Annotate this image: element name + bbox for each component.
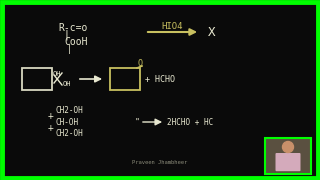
Circle shape	[283, 141, 293, 152]
FancyBboxPatch shape	[276, 153, 300, 171]
Text: CH2-OH: CH2-OH	[55, 129, 83, 138]
Text: +: +	[48, 123, 54, 133]
Text: CooH: CooH	[64, 37, 87, 47]
Text: 2HCHO + HC: 2HCHO + HC	[167, 118, 213, 127]
Text: CH-OH: CH-OH	[55, 118, 78, 127]
Text: +: +	[48, 111, 54, 121]
Text: ": "	[135, 118, 140, 127]
Text: OH: OH	[53, 71, 61, 77]
Text: HIO4: HIO4	[161, 21, 183, 30]
Text: OH: OH	[63, 81, 71, 87]
Text: CH2-OH: CH2-OH	[55, 105, 83, 114]
Text: O: O	[138, 58, 143, 68]
Text: |: |	[67, 44, 72, 53]
Text: |: |	[64, 30, 70, 40]
Text: + HCHO: + HCHO	[145, 75, 175, 84]
Text: Praveen Jhambheer: Praveen Jhambheer	[132, 161, 188, 165]
Text: X: X	[208, 26, 215, 39]
Text: R-c=o: R-c=o	[58, 23, 87, 33]
Bar	[265, 138, 311, 174]
